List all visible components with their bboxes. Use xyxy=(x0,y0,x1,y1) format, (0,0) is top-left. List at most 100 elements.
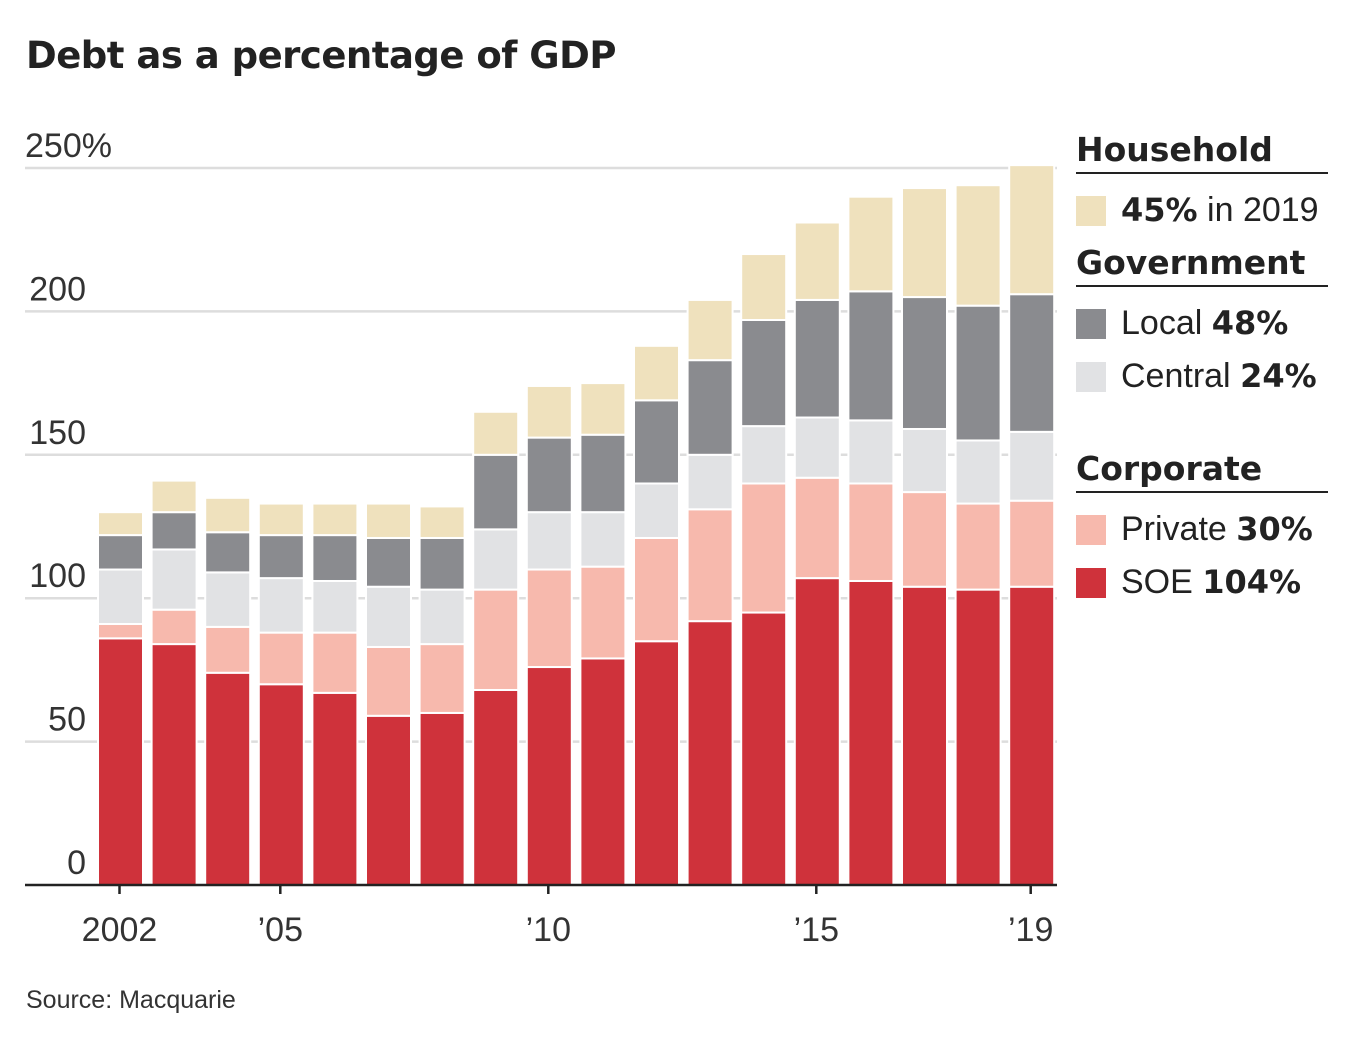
bar-segment-private xyxy=(1008,499,1056,588)
bar-segment-private xyxy=(633,536,680,643)
bar-segment-private xyxy=(579,565,627,660)
bar-segment-local xyxy=(633,399,680,485)
bar-stack-2005 xyxy=(257,502,305,886)
bar-segment-local xyxy=(1008,293,1056,433)
bar-stack-2012 xyxy=(633,344,680,886)
bar-segment-central xyxy=(150,548,198,611)
bar-segment-household xyxy=(150,479,198,514)
x-tick-label: ’10 xyxy=(526,911,571,949)
bar-segment-private xyxy=(365,645,412,717)
bar-stack-2017 xyxy=(901,187,948,887)
bar-segment-household xyxy=(847,195,895,293)
bar-stack-2004 xyxy=(204,496,252,886)
bar-segment-central xyxy=(633,482,680,539)
bar-stack-2006 xyxy=(311,502,359,886)
bar-segment-private xyxy=(847,482,895,582)
bar-stack-2014 xyxy=(740,253,788,886)
soe-swatch xyxy=(1076,567,1106,598)
bar-segment-soe xyxy=(847,579,895,886)
bar-segment-local xyxy=(525,436,573,514)
bar-segment-private xyxy=(793,476,841,580)
x-tick-label: ’05 xyxy=(258,911,303,949)
bar-segment-central xyxy=(740,425,788,485)
bar-segment-household xyxy=(954,184,1002,307)
bar-segment-soe xyxy=(311,691,359,886)
bar-segment-household xyxy=(204,496,252,534)
bar-stack-2002 xyxy=(97,511,144,886)
bar-segment-private xyxy=(686,508,734,623)
legend-label: Central xyxy=(1121,357,1241,395)
legend-item-local: Local 48% xyxy=(1076,297,1336,350)
bar-stack-2011 xyxy=(579,382,627,886)
bar-segment-household xyxy=(740,253,788,322)
bar-segment-soe xyxy=(418,711,466,886)
bar-segment-central xyxy=(97,568,144,626)
x-tick-label: ’19 xyxy=(1008,911,1053,949)
y-tick-label: 0 xyxy=(67,844,86,882)
y-tick-label: 100 xyxy=(29,557,86,595)
bar-segment-household xyxy=(1008,164,1056,296)
bar-segment-household xyxy=(901,187,948,299)
bar-segment-soe xyxy=(257,683,305,886)
bar-segment-household xyxy=(579,382,627,436)
y-tick-label: 250% xyxy=(25,127,112,165)
bar-segment-central xyxy=(204,571,252,628)
bar-segment-private xyxy=(150,608,198,646)
bar-segment-local xyxy=(311,534,359,582)
legend-item-soe: SOE 104% xyxy=(1076,556,1336,609)
y-tick-label: 200 xyxy=(29,270,86,308)
bar-stack-2016 xyxy=(847,195,895,886)
legend-group-title: Corporate xyxy=(1076,447,1328,493)
bar-segment-soe xyxy=(901,585,948,887)
axes: 0 50 100 150 200 250% 2002 ’05 ’10 ’15 ’19 xyxy=(25,127,1057,949)
bar-segment-local xyxy=(204,531,252,574)
bar-segment-local xyxy=(365,536,412,588)
bar-segment-soe xyxy=(525,666,573,886)
bar-segment-local xyxy=(150,511,198,551)
bar-stack-2019 xyxy=(1008,164,1056,887)
bar-segment-local xyxy=(97,534,144,571)
legend-group-title: Government xyxy=(1076,241,1328,287)
legend: Household 45% in 2019 Government Local 4… xyxy=(1076,128,1336,609)
legend-suffix: in 2019 xyxy=(1197,191,1319,229)
bar-segment-local xyxy=(472,453,520,531)
bar-segment-soe xyxy=(954,588,1002,886)
bar-segment-private xyxy=(740,482,788,614)
bar-segment-private xyxy=(257,631,305,686)
bar-segment-soe xyxy=(633,640,680,886)
legend-label: SOE xyxy=(1121,563,1203,601)
bar-segment-household xyxy=(97,511,144,537)
bar-segment-central xyxy=(472,528,520,591)
bar-segment-household xyxy=(525,384,573,439)
bar-segment-soe xyxy=(150,643,198,887)
bar-segment-central xyxy=(686,453,734,511)
y-tick-label: 150 xyxy=(29,414,86,452)
x-tick-label: ’15 xyxy=(794,911,839,949)
bar-stack-2015 xyxy=(793,221,841,887)
bar-segment-soe xyxy=(686,620,734,886)
chart-title: Debt as a percentage of GDP xyxy=(26,34,617,77)
bar-stack-2007 xyxy=(365,502,412,887)
bar-segment-household xyxy=(418,505,466,539)
legend-group-government: Government Local 48% Central 24% xyxy=(1076,241,1336,403)
bar-stack-2003 xyxy=(150,479,198,887)
bar-segment-central xyxy=(418,588,466,646)
bar-segment-soe xyxy=(365,714,412,887)
bar-segment-private xyxy=(204,625,252,674)
bar-segment-central xyxy=(847,419,895,485)
bar-segment-household xyxy=(257,502,305,537)
bar-segment-private xyxy=(472,588,520,691)
bar-segment-private xyxy=(418,643,466,714)
bar-segment-local xyxy=(257,534,305,580)
bar-segment-private xyxy=(311,631,359,694)
legend-value: 104% xyxy=(1202,563,1302,601)
source-note: Source: Macquarie xyxy=(26,986,236,1014)
bar-segment-local xyxy=(954,304,1002,442)
legend-item-private: Private 30% xyxy=(1076,503,1336,556)
bar-segment-private xyxy=(901,491,948,588)
bar-segment-local xyxy=(418,536,466,591)
household-swatch xyxy=(1076,195,1106,226)
bar-stack-2013 xyxy=(686,298,734,886)
bar-segment-soe xyxy=(97,637,144,886)
